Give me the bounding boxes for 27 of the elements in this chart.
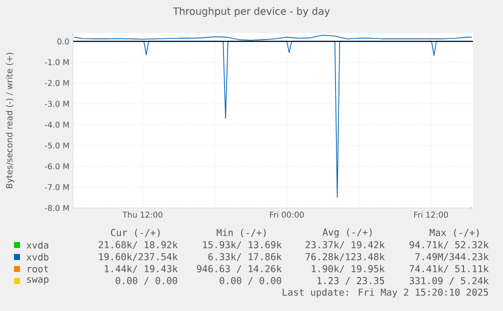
text: 74.41k/ 51.11k (410, 264, 489, 274)
text: 946.63 / 14.26k (196, 264, 282, 274)
text: Cur (-/+) (111, 228, 160, 238)
legend-label: swap (27, 277, 48, 285)
text: Min (-/+) (216, 228, 266, 238)
legend-label: root (28, 266, 48, 272)
chart-title: Throughput per device - by day (172, 7, 330, 17)
text: 331.09 / 5.24k (410, 276, 489, 286)
text: 23.37k/ 19.42k (306, 240, 385, 250)
text: 94.71k/ 52.32k (410, 240, 489, 250)
text: 19.60k/237.54k (99, 252, 178, 262)
text: Max (-/+) (430, 228, 479, 238)
legend-label: xvdb (26, 253, 48, 261)
legend-label: xvda (26, 241, 48, 249)
text: 76.28k/123.48k (306, 252, 385, 262)
text: 0.00 / 0.00 (116, 277, 178, 285)
text: 1.23 / 23.35 (318, 277, 384, 285)
text: Avg (-/+) (322, 228, 372, 238)
text: Last update: Fri May 2 15:20:10 2025 (282, 288, 488, 298)
text: 1.44k/ 19.43k (104, 264, 178, 274)
y-axis-title: Bytes/second read (-) / write (+) (6, 52, 14, 188)
text: 0.00 / 0.00 (220, 277, 282, 285)
text: 21.68k/ 18.92k (98, 240, 178, 250)
text: 1.90k/ 19.95k (312, 264, 385, 274)
text: 15.93k/ 13.69k (203, 240, 282, 250)
text: 7.49M/344.23k (415, 252, 489, 262)
text: 6.33k/ 17.86k (208, 252, 282, 262)
